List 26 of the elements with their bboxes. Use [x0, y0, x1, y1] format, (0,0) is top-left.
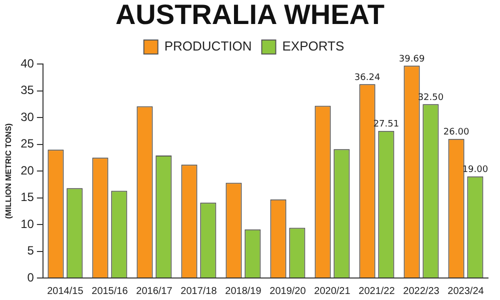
y-tick-label: 35	[20, 83, 34, 98]
x-tick-label: 2014/15	[47, 286, 84, 297]
y-tick-label: 10	[20, 216, 34, 231]
y-tick-label: 30	[20, 110, 34, 124]
y-tick-label: 5	[27, 244, 34, 258]
legend-label: PRODUCTION	[164, 38, 252, 54]
legend-label: EXPORTS	[282, 38, 344, 54]
x-tick-label: 2020/21	[314, 286, 351, 297]
x-tick-label: 2023/24	[448, 286, 484, 297]
x-tick-label: 2017/18	[180, 286, 218, 297]
y-tick-label: 0	[27, 270, 34, 284]
x-tick-label: 2018/19	[225, 286, 262, 297]
data-label: 39.69	[398, 54, 425, 64]
x-tick-label: 2021/22	[358, 286, 396, 297]
data-label: 36.24	[354, 72, 380, 83]
y-tick-label: 40	[20, 56, 34, 70]
y-tick-label: 20	[20, 163, 34, 178]
y-axis-title: (MILLION METRIC TONS)	[4, 122, 14, 219]
x-tick-label: 2015/16	[92, 286, 128, 297]
chart-title: AUSTRALIA WHEAT	[114, 0, 386, 30]
x-tick-label: 2016/17	[136, 286, 173, 297]
y-tick-label: 25	[20, 136, 34, 151]
x-tick-label: 2022/23	[403, 286, 440, 297]
data-label: 26.00	[443, 128, 470, 138]
y-tick-label: 15	[20, 190, 34, 204]
x-tick-label: 2019/20	[270, 286, 306, 297]
